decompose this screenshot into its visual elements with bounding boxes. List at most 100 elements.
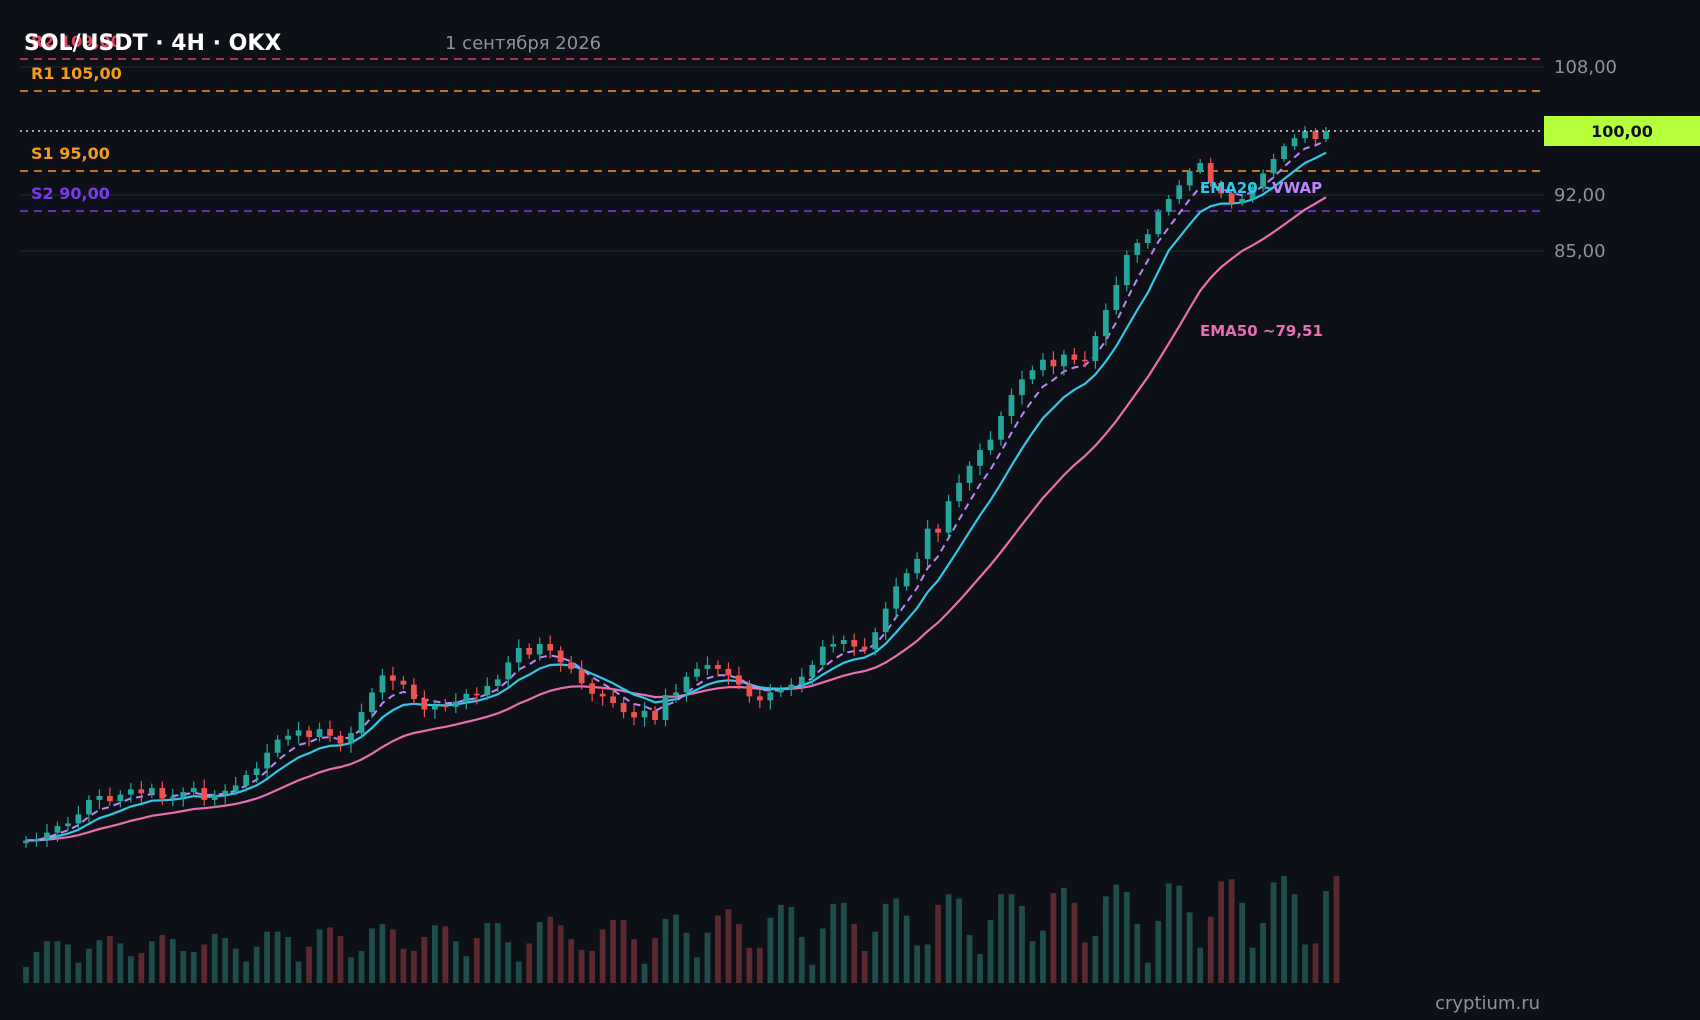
- candle-body[interactable]: [190, 788, 197, 793]
- candle-body[interactable]: [65, 823, 71, 827]
- candle-body[interactable]: [1186, 171, 1193, 186]
- candle-body[interactable]: [106, 795, 113, 802]
- candle-body[interactable]: [1176, 185, 1183, 199]
- candle-body[interactable]: [274, 739, 281, 753]
- candle-body[interactable]: [23, 840, 29, 844]
- candle-body[interactable]: [1228, 193, 1235, 203]
- candle-body[interactable]: [515, 647, 522, 663]
- candle-body[interactable]: [998, 416, 1004, 440]
- candle-body[interactable]: [599, 693, 606, 697]
- candle-body[interactable]: [138, 789, 145, 794]
- candle-body[interactable]: [285, 735, 291, 740]
- candle-body[interactable]: [1249, 187, 1256, 199]
- candle-body[interactable]: [1061, 354, 1067, 367]
- candle-body[interactable]: [1113, 285, 1120, 310]
- candle-body[interactable]: [568, 662, 575, 669]
- candle-body[interactable]: [159, 788, 166, 799]
- candle-body[interactable]: [945, 501, 952, 533]
- candle-body[interactable]: [243, 775, 250, 786]
- candle-body[interactable]: [1218, 183, 1225, 194]
- candle-body[interactable]: [798, 676, 805, 685]
- candle-body[interactable]: [421, 699, 428, 710]
- candle-body[interactable]: [148, 788, 155, 794]
- candle-body[interactable]: [306, 730, 312, 738]
- candle-body[interactable]: [777, 689, 784, 693]
- candle-body[interactable]: [44, 832, 50, 840]
- candle-body[interactable]: [725, 668, 732, 676]
- candle-body[interactable]: [1312, 131, 1319, 139]
- candle-body[interactable]: [767, 692, 774, 701]
- candle-body[interactable]: [253, 768, 260, 775]
- candle-body[interactable]: [851, 640, 858, 647]
- candle-body[interactable]: [694, 668, 700, 677]
- candle-body[interactable]: [683, 676, 690, 693]
- candle-body[interactable]: [987, 439, 994, 451]
- candle-body[interactable]: [620, 702, 627, 713]
- candle-body[interactable]: [882, 608, 889, 633]
- candle-body[interactable]: [924, 528, 931, 559]
- candle-body[interactable]: [1019, 379, 1025, 396]
- candle-body[interactable]: [1008, 395, 1015, 417]
- candle-body[interactable]: [935, 528, 941, 533]
- candle-body[interactable]: [1197, 163, 1204, 171]
- candle-body[interactable]: [840, 640, 847, 644]
- candle-body[interactable]: [809, 664, 816, 677]
- candle-body[interactable]: [505, 662, 512, 680]
- candle-body[interactable]: [673, 692, 679, 696]
- candle-body[interactable]: [861, 646, 868, 650]
- candle-body[interactable]: [1071, 354, 1078, 360]
- candle-body[interactable]: [893, 586, 900, 609]
- candle-body[interactable]: [1270, 159, 1277, 174]
- candle-body[interactable]: [473, 693, 480, 696]
- candle-body[interactable]: [819, 646, 826, 665]
- candle-body[interactable]: [295, 730, 302, 736]
- candle-body[interactable]: [337, 735, 344, 744]
- candle-body[interactable]: [1155, 211, 1162, 235]
- candle-body[interactable]: [526, 647, 533, 655]
- candle-body[interactable]: [736, 675, 742, 685]
- candle-body[interactable]: [1323, 131, 1329, 139]
- candle-body[interactable]: [463, 693, 470, 702]
- candle-body[interactable]: [431, 705, 438, 710]
- candle-body[interactable]: [641, 710, 648, 718]
- candle-body[interactable]: [1281, 146, 1287, 159]
- candle-body[interactable]: [872, 632, 879, 650]
- candlesticks[interactable]: [23, 125, 1329, 848]
- candle-body[interactable]: [1040, 359, 1046, 371]
- candle-body[interactable]: [1081, 359, 1088, 362]
- candle-body[interactable]: [411, 684, 417, 700]
- candle-body[interactable]: [1207, 163, 1214, 183]
- candle-body[interactable]: [180, 792, 187, 798]
- candle-body[interactable]: [589, 683, 596, 694]
- candle-body[interactable]: [494, 679, 501, 686]
- candle-body[interactable]: [662, 695, 669, 720]
- candle-body[interactable]: [1260, 173, 1266, 187]
- candle-body[interactable]: [977, 450, 983, 466]
- candle-body[interactable]: [715, 664, 721, 669]
- candle-body[interactable]: [914, 558, 921, 574]
- candle-body[interactable]: [86, 799, 92, 815]
- candle-body[interactable]: [1239, 199, 1246, 203]
- candle-body[interactable]: [232, 785, 239, 791]
- candle-body[interactable]: [222, 790, 229, 795]
- candle-body[interactable]: [348, 733, 354, 744]
- candle-body[interactable]: [1092, 336, 1099, 362]
- candle-body[interactable]: [201, 788, 208, 800]
- candle-body[interactable]: [830, 644, 837, 647]
- candle-body[interactable]: [956, 482, 962, 502]
- candle-body[interactable]: [484, 685, 491, 696]
- candle-body[interactable]: [1165, 199, 1172, 212]
- candle-body[interactable]: [557, 650, 564, 663]
- candle-body[interactable]: [966, 465, 973, 483]
- candle-body[interactable]: [1102, 309, 1109, 337]
- candle-body[interactable]: [1029, 370, 1036, 380]
- candle-body[interactable]: [96, 795, 103, 800]
- candle-body[interactable]: [610, 696, 616, 703]
- candle-body[interactable]: [369, 692, 375, 713]
- candle-body[interactable]: [75, 814, 82, 824]
- candle-body[interactable]: [54, 826, 61, 833]
- candle-body[interactable]: [1123, 254, 1130, 286]
- candle-body[interactable]: [756, 696, 763, 701]
- candle-body[interactable]: [903, 573, 910, 587]
